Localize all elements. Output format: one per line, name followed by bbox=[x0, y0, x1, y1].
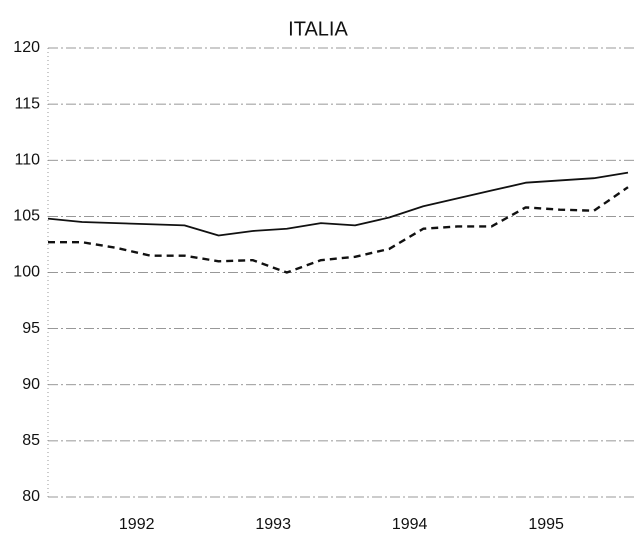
x-tick-label: 1995 bbox=[528, 516, 564, 533]
chart-title: ITALIA bbox=[288, 18, 348, 40]
y-tick-label: 120 bbox=[13, 39, 40, 56]
x-tick-label: 1992 bbox=[119, 516, 155, 533]
y-tick-label: 90 bbox=[22, 376, 40, 393]
line-series bbox=[48, 186, 629, 274]
x-tick-label: 1993 bbox=[255, 516, 291, 533]
y-tick-label: 115 bbox=[14, 95, 40, 112]
y-tick-label: 100 bbox=[13, 264, 40, 281]
y-tick-label: 95 bbox=[22, 320, 40, 337]
y-tick-label: 105 bbox=[13, 208, 40, 225]
y-tick-label: 110 bbox=[14, 151, 40, 168]
y-tick-label: 85 bbox=[22, 432, 40, 449]
y-tick-label: 80 bbox=[22, 488, 40, 505]
x-tick-label: 1994 bbox=[392, 516, 428, 533]
line-series bbox=[47, 171, 629, 237]
